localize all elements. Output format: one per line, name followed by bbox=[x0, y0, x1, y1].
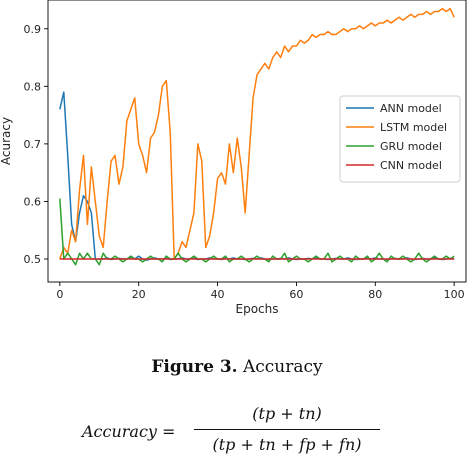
x-tick-label: 100 bbox=[444, 288, 465, 301]
y-tick-label: 0.8 bbox=[24, 80, 42, 93]
series-layer bbox=[59, 7, 455, 266]
y-tick-label: 0.7 bbox=[24, 138, 42, 151]
y-axis-label: Acuracy bbox=[0, 117, 13, 165]
x-tick-label: 40 bbox=[211, 288, 225, 301]
legend-label-cnn-model: CNN model bbox=[380, 159, 442, 172]
y-tick-label: 0.6 bbox=[24, 195, 42, 208]
formula-denominator: (tp + tn + fp + fn) bbox=[212, 435, 362, 454]
formula-numerator: (tp + tn) bbox=[252, 404, 322, 423]
y-tick-label: 0.9 bbox=[24, 23, 42, 36]
formula-lhs: Accuracy = bbox=[82, 422, 176, 441]
fraction-bar bbox=[194, 429, 380, 430]
legend-label-gru-model: GRU model bbox=[380, 140, 442, 153]
legend: ANN model LSTM model GRU model CNN model bbox=[339, 95, 461, 183]
legend-label-ann-model: ANN model bbox=[380, 102, 442, 115]
y-tick-label: 0.5 bbox=[24, 253, 42, 266]
figure-title: Accuracy bbox=[237, 357, 323, 377]
x-tick-label: 0 bbox=[56, 288, 63, 301]
figure-label: Figure 3. bbox=[151, 357, 238, 377]
accuracy-formula: Accuracy = (tp + tn) (tp + tn + fp + fn) bbox=[82, 402, 382, 458]
x-tick-label: 80 bbox=[368, 288, 382, 301]
accuracy-chart: 0 20 40 60 80 100 0.5 0.6 0.7 0.8 0.9 Epochs Acura… bbox=[0, 0, 467, 316]
legend-label-lstm-model: LSTM model bbox=[380, 121, 447, 134]
ticks-layer: 0 20 40 60 80 100 0.5 0.6 0.7 0.8 0.9 bbox=[24, 23, 465, 301]
figure-caption: Figure 3. Accuracy bbox=[0, 357, 474, 377]
legend-box bbox=[339, 95, 461, 183]
x-tick-label: 20 bbox=[132, 288, 146, 301]
x-tick-label: 60 bbox=[289, 288, 303, 301]
lstm-model-line bbox=[59, 7, 455, 260]
x-axis-label: Epochs bbox=[236, 302, 279, 316]
gru-model-line bbox=[59, 198, 455, 266]
